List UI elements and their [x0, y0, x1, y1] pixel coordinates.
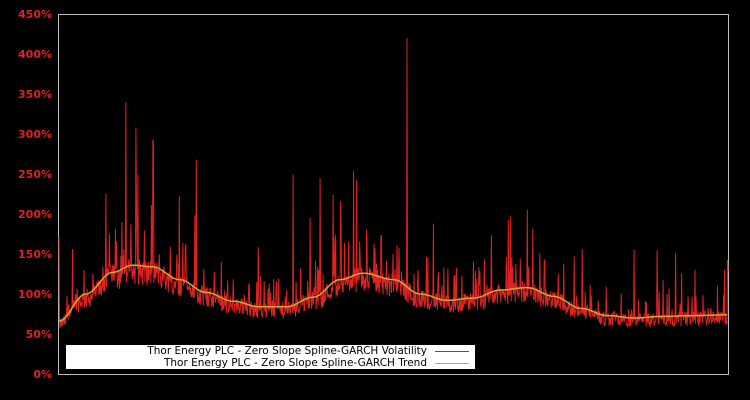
- legend-swatch-volatility: [435, 350, 469, 352]
- y-tick-label: 400%: [18, 48, 52, 61]
- y-tick-label: 0%: [33, 368, 52, 381]
- y-tick-label: 450%: [18, 8, 52, 21]
- legend-item-trend: Thor Energy PLC - Zero Slope Spline-GARC…: [164, 357, 469, 369]
- y-tick-label: 250%: [18, 168, 52, 181]
- legend-item-volatility: Thor Energy PLC - Zero Slope Spline-GARC…: [147, 345, 469, 357]
- trend-series: [58, 264, 727, 322]
- y-tick-label: 150%: [18, 248, 52, 261]
- y-tick-label: 50%: [25, 328, 52, 341]
- legend-label-trend: Thor Energy PLC - Zero Slope Spline-GARC…: [163, 357, 427, 369]
- y-tick-label: 200%: [18, 208, 52, 221]
- y-tick-label: 350%: [18, 88, 52, 101]
- y-tick-label: 100%: [18, 288, 52, 301]
- legend-label-volatility: Thor Energy PLC - Zero Slope Spline-GARC…: [147, 345, 427, 357]
- y-tick-label: 300%: [18, 128, 52, 141]
- legend-swatch-trend: [435, 362, 469, 364]
- chart-legend: Thor Energy PLC - Zero Slope Spline-GARC…: [66, 345, 475, 369]
